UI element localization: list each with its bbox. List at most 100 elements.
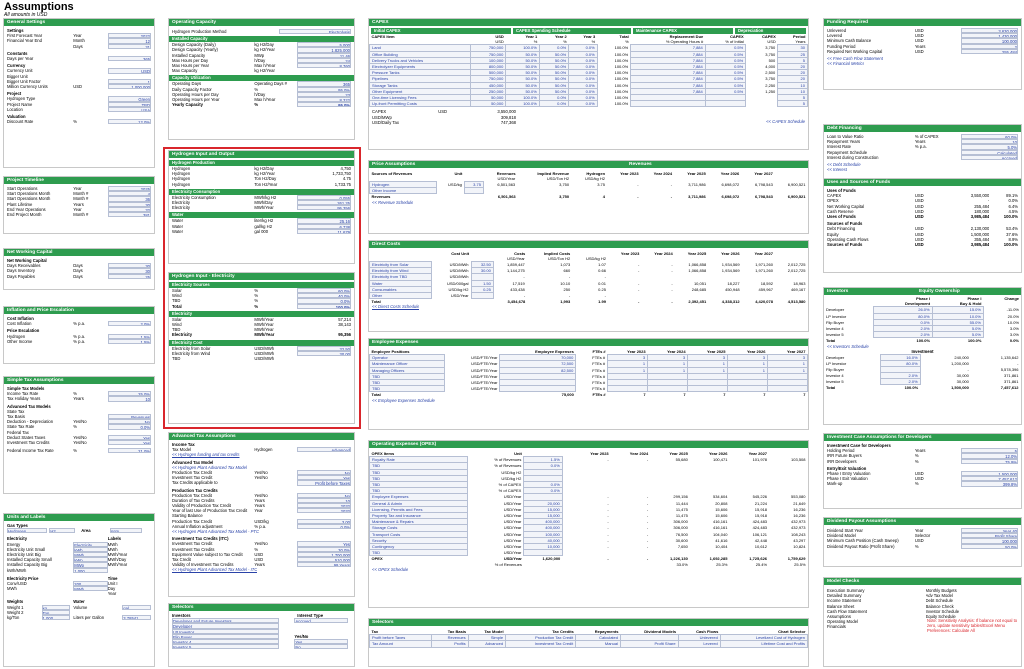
tax-credits-link[interactable]: << Hydrogen funding and tax credits <box>172 452 240 458</box>
cell-input[interactable]: Advanced <box>467 640 507 648</box>
cell-input[interactable] <box>523 549 563 557</box>
cell-input[interactable]: 3.75 <box>463 180 484 189</box>
cell-input[interactable]: Employee Expenses <box>369 493 468 501</box>
cell-input[interactable]: Levelized Cost of Hydrogen <box>719 634 808 642</box>
value-input[interactable]: Year 40 <box>960 528 1018 534</box>
cell-input[interactable]: 100.0% <box>505 100 540 108</box>
cell-input[interactable] <box>630 100 706 108</box>
cell-input[interactable]: Unlevered <box>677 634 721 642</box>
value-input[interactable]: 36 <box>107 196 151 202</box>
value-input[interactable]: 399.8% <box>960 481 1018 487</box>
cell-input[interactable]: 3 <box>766 354 808 362</box>
unit-input[interactable]: 200 <box>73 580 108 587</box>
cell-input[interactable]: Profits <box>430 640 469 648</box>
value-input[interactable]: 8,322 <box>297 96 351 103</box>
cell-input[interactable]: Licensing, Permits and Fees <box>369 505 468 514</box>
ptc-link[interactable]: << Hydrogen Plant Advanced Tax Model - P… <box>172 529 259 535</box>
value-input[interactable]: 60.0% <box>960 134 1018 140</box>
value-input[interactable]: 2022 <box>107 33 151 39</box>
value-input[interactable]: 99 Years <box>297 562 351 568</box>
value-input[interactable]: 2032 <box>297 508 351 514</box>
cell-input[interactable]: TBD <box>369 468 468 476</box>
cell-input[interactable]: 0.0% <box>523 487 563 495</box>
unit-input[interactable]: kWp <box>73 557 108 563</box>
value-input[interactable]: 95,356 <box>297 205 351 211</box>
value-input[interactable]: 381 <box>107 211 151 218</box>
unit-input[interactable]: MWh <box>73 586 108 592</box>
cell-input[interactable] <box>704 100 747 108</box>
selector-investor[interactable]: Developer <box>172 623 280 629</box>
cell-input[interactable]: Managing Officers <box>369 366 445 374</box>
cell-input[interactable]: 0.0% <box>523 480 563 489</box>
cell-input[interactable]: 1.50 <box>470 279 494 287</box>
cell-input[interactable]: 0.0% <box>538 100 570 108</box>
selector-interest[interactable]: Yes <box>294 638 349 645</box>
cell-input[interactable]: Other <box>369 291 432 300</box>
value-input[interactable]: 11.46 <box>297 52 351 58</box>
value-input[interactable]: 5.0% <box>960 144 1018 150</box>
cell-input[interactable]: Lifetime Cost and Profits <box>719 640 808 648</box>
cell-input[interactable]: 5.0% <box>931 324 984 333</box>
value-input[interactable]: USD <box>107 68 151 74</box>
cell-input[interactable] <box>523 468 563 476</box>
cell-input[interactable]: Investment Tax Credit <box>505 640 577 648</box>
value-input[interactable]: 365 <box>297 81 351 87</box>
value-input[interactable]: 95.0% <box>297 86 351 92</box>
employee-link[interactable]: << Employee Expenses Schedule <box>372 397 435 403</box>
cell-input[interactable]: TBD <box>369 549 468 557</box>
cell-input[interactable] <box>879 366 921 373</box>
selector-investor[interactable]: LP Investor <box>172 628 280 634</box>
cell-input[interactable]: Water <box>369 279 432 287</box>
cell-input[interactable]: 55.0% <box>931 318 984 327</box>
value-input[interactable]: Yes <box>107 439 151 446</box>
revenue-schedule-link[interactable]: << Revenue Schedule <box>372 199 414 205</box>
value-input[interactable]: Yes <box>297 541 351 547</box>
cell-input[interactable]: 0.5% <box>704 75 747 83</box>
cell-input[interactable]: 20 <box>777 69 808 77</box>
value-input[interactable]: Calculated <box>960 149 1018 155</box>
value-input[interactable]: 1,825,000 <box>297 47 351 53</box>
cell-input[interactable]: TBD <box>369 372 445 381</box>
value-input[interactable]: 7,457,612 <box>960 476 1018 482</box>
cell-input[interactable] <box>499 385 577 393</box>
cell-input[interactable] <box>523 493 563 501</box>
unit-input[interactable]: 3.78541 <box>122 615 151 621</box>
value-input[interactable]: 10 <box>297 497 351 504</box>
value-input[interactable]: 4 <box>107 191 151 197</box>
value-input[interactable]: 95.0% <box>297 102 351 108</box>
cell-input[interactable]: 1 <box>766 360 808 368</box>
value-input[interactable]: 12.0% <box>107 119 151 125</box>
investors-schedule-link[interactable]: << Investors Schedule <box>827 343 869 349</box>
unit-input[interactable]: Electricity <box>73 541 108 547</box>
unit-input[interactable]: Ton <box>41 609 71 616</box>
cell-input[interactable]: TBD <box>369 462 468 470</box>
value-input[interactable]: 10 <box>107 396 151 402</box>
cell-input[interactable]: 0.5% <box>704 81 747 89</box>
cell-input[interactable]: Maintenance Officer <box>369 360 445 368</box>
cell-input[interactable]: 72,500 <box>499 360 577 368</box>
cell-input[interactable]: 82,500 <box>499 366 577 374</box>
value-input[interactable]: 510,000 <box>297 557 351 563</box>
cell-input[interactable]: 0.0% <box>568 94 598 102</box>
direct-costs-link[interactable]: << Direct Costs Schedule <box>372 304 420 310</box>
cell-input[interactable]: 0.5% <box>704 69 747 77</box>
cell-input[interactable]: 0.0% <box>568 69 598 77</box>
cell-input[interactable]: 0.25 <box>470 285 494 293</box>
cell-input[interactable] <box>704 94 747 102</box>
value-input[interactable]: Accrued <box>960 154 1018 160</box>
cell-input[interactable]: Royalty Rate <box>369 456 468 464</box>
metrics-link[interactable]: << Financial Metrics <box>827 61 865 67</box>
value-input[interactable]: TBD <box>107 101 151 107</box>
value-input[interactable]: 0.0% <box>297 523 351 530</box>
value-input[interactable]: 30 <box>107 268 151 274</box>
selector-interest[interactable]: Accrued <box>294 618 349 624</box>
value-input[interactable]: 0.0% <box>297 298 351 304</box>
selector-investor[interactable]: Investor 5 <box>172 644 280 650</box>
value-input[interactable]: 255,484 <box>960 48 1018 54</box>
unit-input[interactable]: MWh <box>73 551 108 558</box>
value-input[interactable]: 25.16 <box>297 218 351 224</box>
production-method-select[interactable]: Electrolysis <box>279 29 351 35</box>
value-input[interactable]: 5 <box>960 448 1018 454</box>
value-input[interactable]: 0.055 <box>297 194 351 200</box>
cell-input[interactable] <box>470 291 494 300</box>
